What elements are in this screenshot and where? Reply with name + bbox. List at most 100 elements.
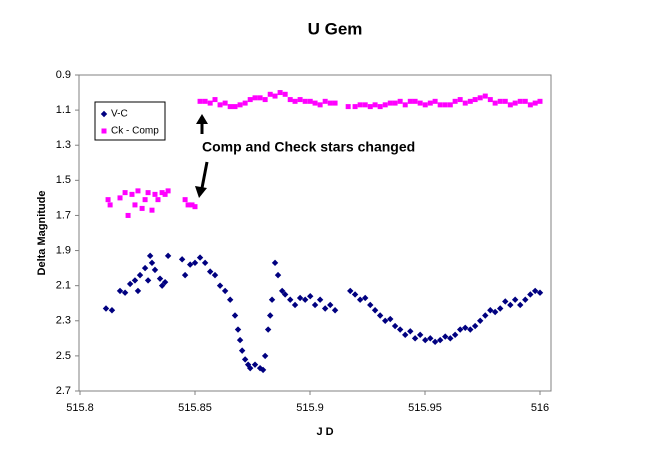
point bbox=[146, 252, 154, 260]
x-tick-label: 515.95 bbox=[408, 402, 442, 414]
point bbox=[274, 271, 282, 279]
point bbox=[412, 98, 418, 104]
point bbox=[462, 324, 469, 331]
point bbox=[367, 104, 373, 110]
point bbox=[422, 336, 429, 344]
point bbox=[432, 98, 438, 104]
point bbox=[136, 271, 144, 279]
point bbox=[117, 195, 123, 201]
point bbox=[237, 102, 243, 108]
point bbox=[396, 326, 404, 333]
point bbox=[507, 102, 513, 108]
legend-label: V-C bbox=[111, 109, 128, 120]
point bbox=[477, 317, 484, 324]
point bbox=[301, 296, 309, 303]
point bbox=[135, 188, 141, 194]
point bbox=[107, 202, 113, 208]
point bbox=[497, 98, 503, 104]
point bbox=[241, 356, 249, 363]
point bbox=[121, 289, 129, 296]
y-tick-label: 2.3 bbox=[56, 315, 71, 327]
point bbox=[192, 204, 198, 210]
point bbox=[131, 277, 139, 284]
point bbox=[116, 287, 124, 295]
point bbox=[447, 335, 454, 342]
point bbox=[452, 98, 458, 104]
point bbox=[238, 347, 246, 354]
point bbox=[362, 102, 368, 108]
point bbox=[437, 102, 443, 108]
point bbox=[257, 95, 263, 101]
point bbox=[221, 287, 229, 295]
point bbox=[382, 317, 389, 324]
y-tick-label: 1.9 bbox=[56, 244, 71, 256]
chart-title: U Gem bbox=[308, 19, 363, 38]
point bbox=[347, 287, 354, 295]
legend-label: Ck - Comp bbox=[111, 126, 159, 137]
point bbox=[442, 102, 448, 108]
point bbox=[397, 98, 403, 104]
point bbox=[307, 98, 313, 104]
point bbox=[185, 202, 191, 208]
point bbox=[222, 100, 228, 106]
x-tick-label: 515.85 bbox=[178, 402, 212, 414]
point bbox=[186, 261, 194, 268]
point bbox=[227, 104, 233, 110]
point bbox=[376, 312, 384, 319]
point bbox=[351, 291, 359, 298]
point bbox=[232, 104, 238, 110]
point bbox=[457, 97, 463, 103]
point bbox=[277, 90, 283, 96]
point bbox=[345, 104, 351, 110]
point bbox=[158, 282, 166, 289]
point bbox=[272, 93, 278, 99]
point bbox=[537, 98, 543, 104]
x-axis-title: J D bbox=[316, 426, 333, 438]
point bbox=[196, 254, 204, 261]
point bbox=[492, 100, 498, 106]
point bbox=[287, 97, 293, 103]
point bbox=[151, 266, 159, 274]
point bbox=[357, 102, 363, 108]
point bbox=[152, 191, 158, 197]
legend-marker bbox=[101, 128, 107, 134]
legend-marker bbox=[100, 110, 108, 118]
plot-frame bbox=[78, 74, 552, 392]
point bbox=[327, 301, 334, 309]
point bbox=[191, 259, 199, 267]
point bbox=[436, 336, 444, 344]
point bbox=[234, 326, 242, 333]
point bbox=[536, 289, 544, 296]
point bbox=[108, 307, 116, 314]
point bbox=[531, 287, 539, 295]
point bbox=[202, 98, 208, 104]
point bbox=[321, 305, 329, 312]
point bbox=[307, 293, 314, 300]
point bbox=[372, 102, 378, 108]
point bbox=[532, 100, 538, 106]
point bbox=[511, 296, 519, 303]
point bbox=[162, 191, 168, 197]
point bbox=[427, 100, 433, 106]
point bbox=[502, 298, 509, 305]
point bbox=[402, 331, 409, 339]
point bbox=[182, 197, 188, 203]
point bbox=[264, 326, 272, 333]
point bbox=[517, 301, 524, 309]
point bbox=[242, 100, 248, 106]
point bbox=[134, 287, 142, 295]
point bbox=[122, 190, 128, 196]
y-tick-label: 2.1 bbox=[56, 280, 71, 292]
point bbox=[482, 312, 489, 319]
point bbox=[236, 336, 244, 344]
point bbox=[287, 296, 294, 303]
point bbox=[467, 98, 473, 104]
y-tick-label: 1.1 bbox=[56, 104, 71, 116]
y-tick-label: 2.5 bbox=[56, 350, 71, 362]
point bbox=[487, 97, 493, 103]
point bbox=[487, 307, 494, 314]
point bbox=[442, 333, 449, 340]
point bbox=[189, 202, 195, 208]
point bbox=[181, 271, 189, 279]
point bbox=[387, 100, 393, 106]
